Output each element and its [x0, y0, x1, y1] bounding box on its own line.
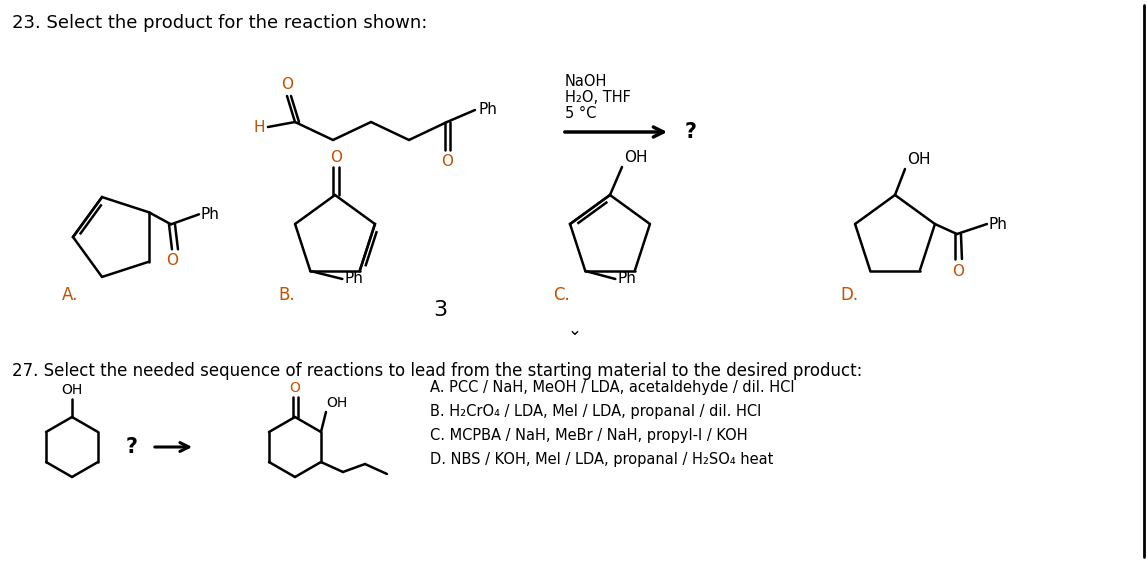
Text: O: O	[329, 150, 342, 165]
Text: H₂O, THF: H₂O, THF	[565, 90, 631, 105]
Text: OH: OH	[907, 152, 931, 167]
Text: 3: 3	[433, 300, 447, 320]
Text: C.: C.	[553, 286, 569, 304]
Text: OH: OH	[326, 396, 347, 410]
Text: 27. Select the needed sequence of reactions to lead from the starting material t: 27. Select the needed sequence of reacti…	[11, 362, 862, 380]
Text: OH: OH	[61, 383, 83, 397]
Text: ⌄: ⌄	[568, 321, 582, 339]
Text: O: O	[281, 77, 293, 92]
Text: Ph: Ph	[478, 102, 497, 117]
Text: ?: ?	[126, 437, 138, 457]
Text: Ph: Ph	[988, 216, 1008, 232]
Text: B.: B.	[278, 286, 295, 304]
Text: 5 °C: 5 °C	[565, 106, 596, 121]
Text: O: O	[441, 154, 453, 169]
Text: NaOH: NaOH	[565, 74, 607, 89]
Text: A. PCC / NaH, MeOH / LDA, acetaldehyde / dil. HCl: A. PCC / NaH, MeOH / LDA, acetaldehyde /…	[430, 380, 794, 395]
Text: O: O	[289, 381, 301, 395]
Text: Ph: Ph	[618, 271, 636, 287]
Text: D. NBS / KOH, MeI / LDA, propanal / H₂SO₄ heat: D. NBS / KOH, MeI / LDA, propanal / H₂SO…	[430, 452, 774, 467]
Text: C. MCPBA / NaH, MeBr / NaH, propyl-I / KOH: C. MCPBA / NaH, MeBr / NaH, propyl-I / K…	[430, 428, 747, 443]
Text: ?: ?	[685, 122, 697, 142]
Text: Ph: Ph	[344, 271, 363, 287]
Text: 23. Select the product for the reaction shown:: 23. Select the product for the reaction …	[11, 14, 427, 32]
Text: D.: D.	[840, 286, 858, 304]
Text: H: H	[254, 120, 265, 134]
Text: B. H₂CrO₄ / LDA, MeI / LDA, propanal / dil. HCl: B. H₂CrO₄ / LDA, MeI / LDA, propanal / d…	[430, 404, 761, 419]
Text: A.: A.	[62, 286, 78, 304]
Text: OH: OH	[625, 150, 647, 165]
Text: O: O	[952, 264, 964, 279]
Text: Ph: Ph	[201, 207, 220, 222]
Text: O: O	[166, 253, 178, 268]
